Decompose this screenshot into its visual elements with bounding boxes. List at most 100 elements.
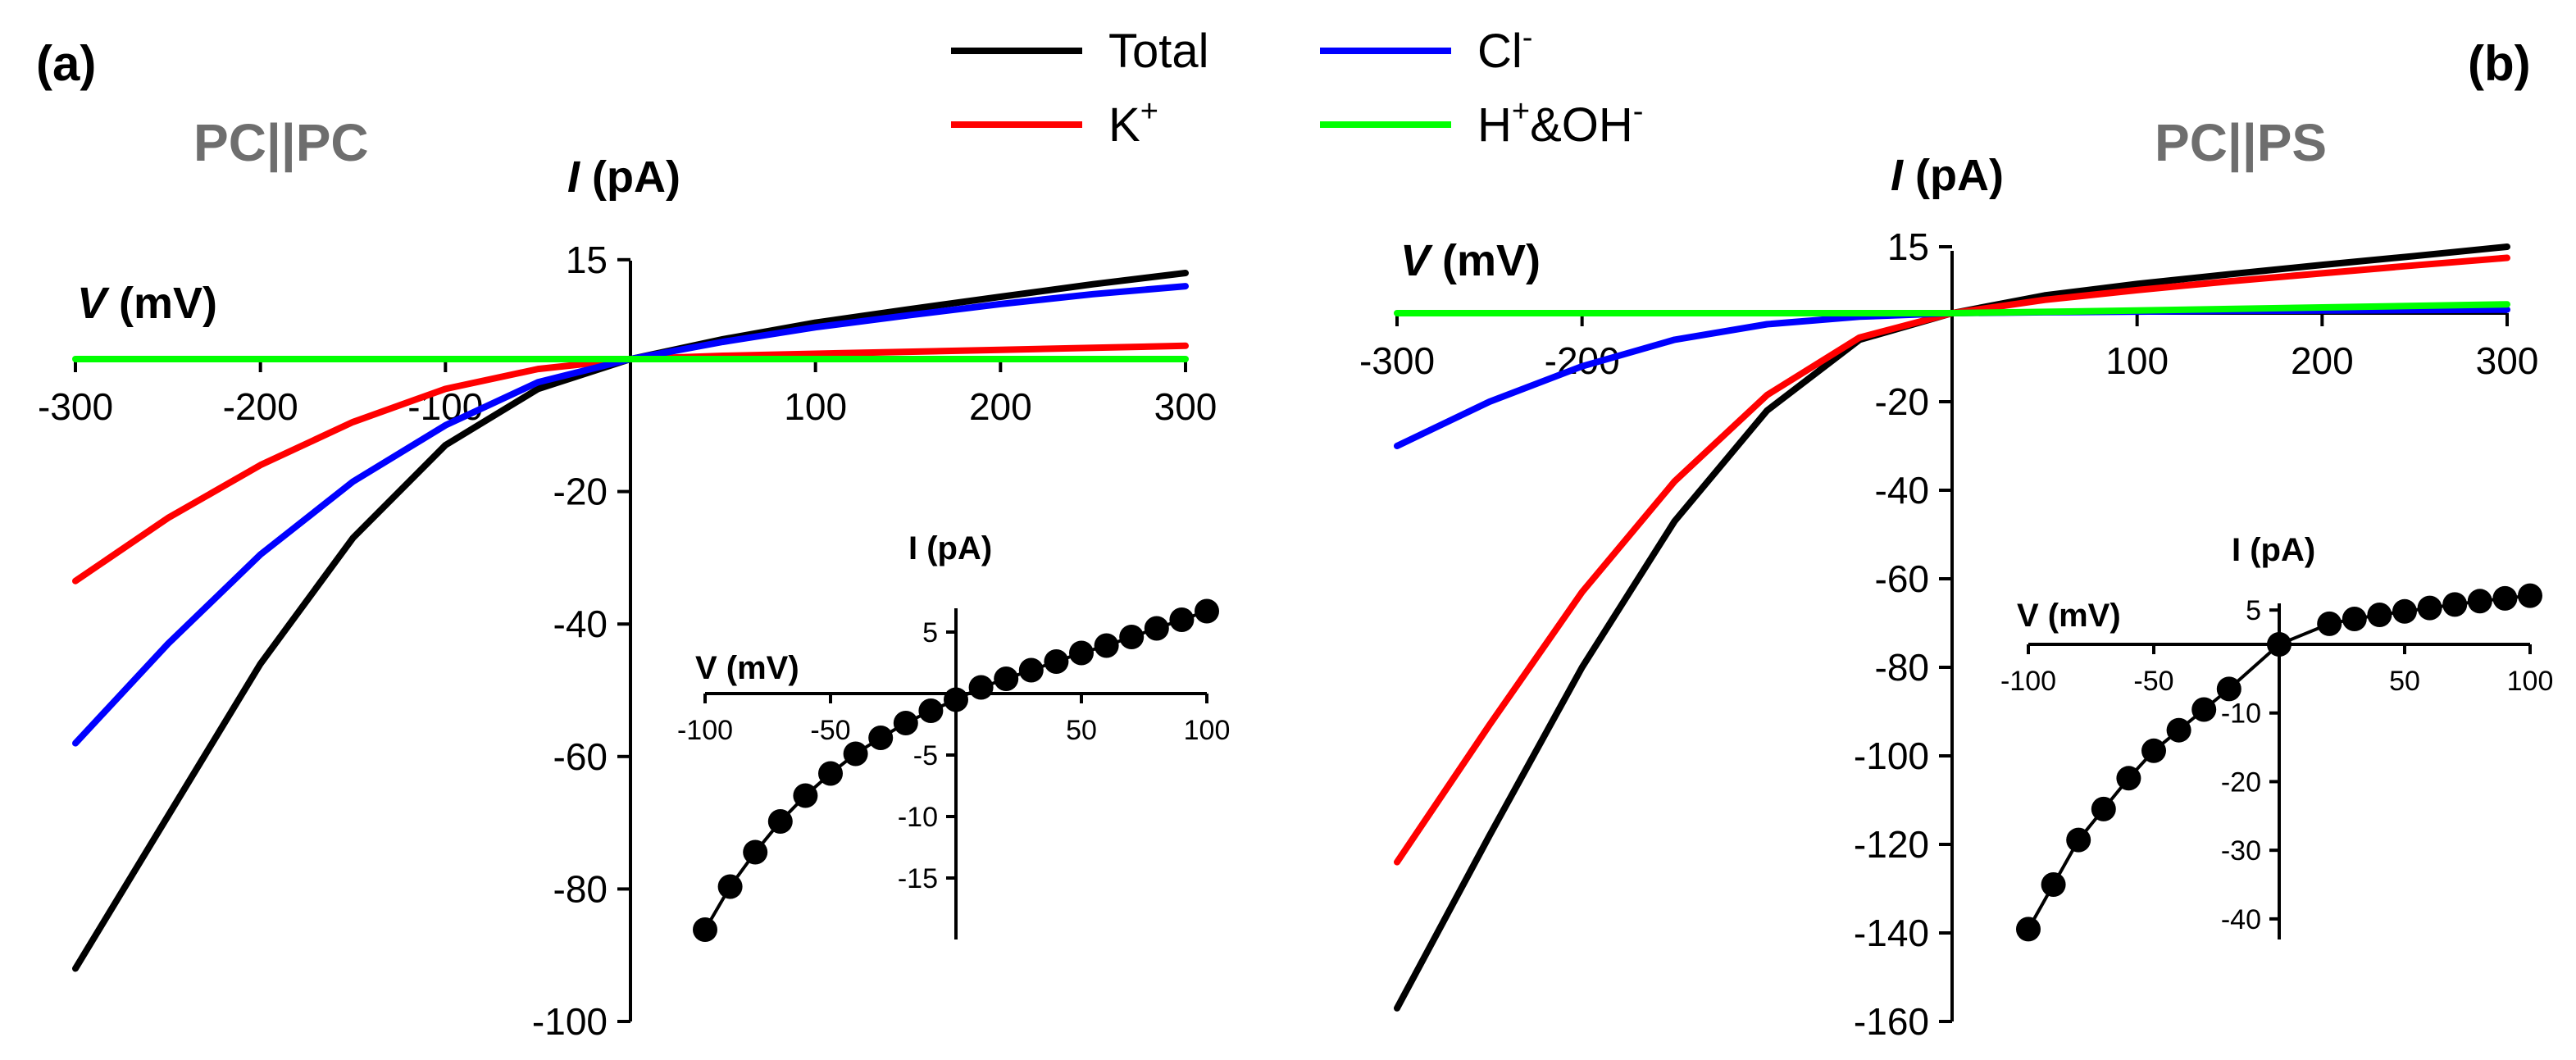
inset-y-tick-label: -20 [2221,767,2261,798]
inset-data-point [893,711,918,735]
x-tick-label: 100 [2105,339,2169,382]
inset-y-tick-label: -30 [2221,835,2261,867]
inset-data-point [2091,796,2116,821]
inset-data-point [1044,649,1069,674]
panel-b-inset-x-title: V (mV) [2017,598,2121,634]
inset-x-tick-label: -50 [2133,666,2173,697]
y-tick-label: -60 [1875,557,1929,600]
inset-data-point [1094,633,1119,658]
panel-b-inset-y-title: I (pA) [2232,532,2315,568]
series-h-oh-line [1394,301,2510,316]
panel-a-y-axis-title: I (pA) [567,152,680,202]
x-tick-label: -200 [223,385,298,428]
panel-a-inset: -100 -50 50 100 5 -5 -10 -15 [677,598,1231,942]
inset-x-tick-label: 100 [2507,666,2554,697]
inset-data-point [868,726,894,750]
inset-data-point [2442,592,2468,617]
panel-a-label: (a) [36,36,96,91]
x-tick-label: -300 [38,385,113,428]
inset-data-point [2267,632,2292,657]
legend-label-total: Total [1108,25,1209,78]
inset-data-point [1018,657,1044,683]
y-tick-label: -160 [1854,1000,1929,1043]
inset-y-tick-label: -5 [913,740,938,771]
panel-b-series [1394,243,2510,1012]
y-tick-label: -80 [553,867,608,910]
panel-b-axes: -300 -200 100 200 30015-20-40-60-80-100-120-… [1359,225,2538,1043]
inset-y-tick-label: -10 [2221,698,2261,730]
y-tick-label: -20 [1875,380,1929,423]
inset-data-point [2166,717,2191,743]
inset-data-point [767,809,793,834]
inset-x-tick-label: -50 [810,715,850,746]
inset-data-point [2066,827,2091,853]
inset-y-tick-label: -10 [898,802,938,833]
inset-data-point [2116,766,2141,791]
y-tick-label: -140 [1854,912,1929,954]
inset-data-point [818,761,843,786]
panel-b-inset: -100 -50 50 100 5 -10 -20 -30 -40 [2000,583,2554,942]
y-tick-label: -40 [1875,469,1929,512]
inset-data-point [2041,872,2066,897]
inset-data-point [1144,616,1169,641]
inset-data-point [1069,640,1094,666]
inset-data-point [994,666,1019,691]
inset-data-point [2392,598,2417,624]
legend: Total K+ Cl- H+&OH- [951,20,1643,152]
x-tick-label: 200 [2291,339,2354,382]
inset-y-tick-label: -40 [2221,904,2261,935]
inset-data-point [2216,676,2241,702]
y-tick-label: -60 [553,735,608,778]
inset-x-tick-label: 100 [1184,715,1231,746]
inset-data-point [944,687,968,712]
inset-data-point [2492,585,2518,611]
inset-data-point [2518,583,2542,608]
legend-label-cl: Cl- [1477,20,1532,78]
inset-data-point [2467,589,2492,614]
inset-data-point [717,874,743,899]
x-tick-label: -300 [1359,339,1435,382]
y-tick-label: -80 [1875,646,1929,689]
y-tick-label: 15 [566,239,608,281]
panel-a-title: PC||PC [193,113,369,173]
y-tick-label: -20 [553,471,608,513]
y-tick-label: -100 [1854,735,1929,777]
inset-x-tick-label: -100 [677,715,733,746]
inset-data-point [918,698,944,723]
panel-b-x-axis-title: V (mV) [1400,236,1541,285]
panel-a-inset-x-title: V (mV) [695,650,799,686]
panel-a: (a) PC||PC -300 -200 -100 100 200 300 15 -20 -40… [36,36,1230,1043]
panel-b-y-axis-title: I (pA) [1891,151,2004,200]
inset-data-point [2317,611,2342,636]
inset-data-point [2191,697,2217,722]
inset-data-point [743,839,768,865]
legend-label-k: K+ [1108,94,1158,152]
inset-x-tick-label: -100 [2000,666,2056,697]
inset-y-tick-label: 5 [922,617,938,648]
inset-data-point [1195,598,1219,624]
panel-b: (b) PC||PS -300 -200 100 200 30015-20-40-60-… [1359,36,2553,1043]
inset-data-point [2141,738,2166,763]
panel-a-inset-y-title: I (pA) [908,530,992,566]
panel-a-x-axis-title: V (mV) [77,279,217,328]
inset-data-point [968,675,994,700]
inset-x-tick-label: 50 [1066,715,1097,746]
inset-data-point [1119,625,1145,649]
y-tick-label: 15 [1887,225,1929,268]
panel-b-label: (b) [2468,36,2531,91]
inset-data-point [2417,595,2442,621]
inset-y-tick-label: -15 [898,863,938,894]
inset-data-point [1169,607,1195,632]
inset-data-point [843,741,868,767]
panel-a-series [72,270,1189,972]
inset-data-point [2342,607,2367,631]
inset-data-point [693,917,717,942]
legend-label-h-oh: H+&OH- [1477,94,1643,152]
x-tick-label: 300 [2476,339,2539,382]
inset-data-point [2367,603,2392,627]
inset-data-point [2016,917,2041,942]
x-tick-label: 100 [784,385,847,428]
inset-y-tick-label: 5 [2246,595,2261,626]
x-tick-label: 200 [969,385,1032,428]
